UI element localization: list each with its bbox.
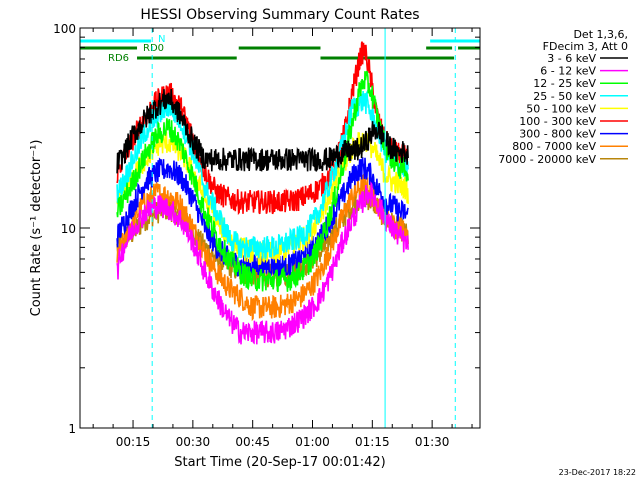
legend-header-line-2: FDecim 3, Att 0 xyxy=(543,40,628,53)
legend-label-4: 50 - 100 keV xyxy=(526,102,596,115)
legend-label-1: 6 - 12 keV xyxy=(540,65,596,78)
series-line-2 xyxy=(116,70,409,293)
series-line-1 xyxy=(116,181,409,345)
x-tick-label-2: 00:45 xyxy=(235,435,270,449)
flag-label-rd6: RD6 xyxy=(108,53,129,64)
legend-label-8: 7000 - 20000 keV xyxy=(498,153,596,166)
series-line-0 xyxy=(116,88,409,174)
flag-label-rd0: RD0 xyxy=(143,43,164,54)
footer-timestamp: 23-Dec-2017 18:22 xyxy=(559,468,636,477)
x-axis-label: Start Time (20-Sep-17 00:01:42) xyxy=(174,455,385,470)
legend-label-7: 800 - 7000 keV xyxy=(512,140,596,153)
flag-label-n: N xyxy=(158,34,165,45)
x-tick-label-3: 01:00 xyxy=(295,435,330,449)
x-tick-label-4: 01:15 xyxy=(355,435,390,449)
legend-label-2: 12 - 25 keV xyxy=(533,77,596,90)
x-tick-label-5: 01:30 xyxy=(415,435,450,449)
x-tick-label-0: 00:15 xyxy=(116,435,151,449)
y-axis-label: Count Rate (s⁻¹ detector⁻¹) xyxy=(29,140,44,317)
legend-label-5: 100 - 300 keV xyxy=(519,115,596,128)
legend-header-line-1: Det 1,3,6, xyxy=(573,28,628,41)
legend-label-3: 25 - 50 keV xyxy=(533,90,596,103)
y-tick-label-2: 100 xyxy=(53,22,76,36)
y-tick-label-1: 10 xyxy=(61,222,76,236)
legend-label-6: 300 - 800 keV xyxy=(519,128,596,141)
chart-title: HESSI Observing Summary Count Rates xyxy=(140,7,419,23)
y-tick-label-0: 1 xyxy=(68,422,76,436)
legend-label-0: 3 - 6 keV xyxy=(547,52,596,65)
x-tick-label-1: 00:30 xyxy=(176,435,211,449)
